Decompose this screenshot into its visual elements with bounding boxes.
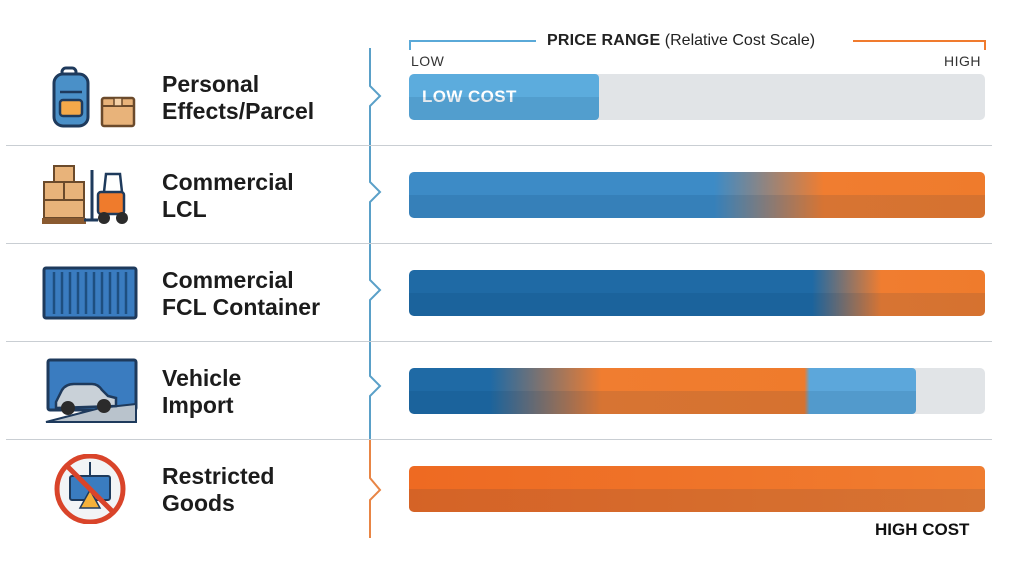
row-divider xyxy=(6,341,992,342)
prohibited-container-icon xyxy=(54,454,126,524)
low-bracket xyxy=(409,40,536,50)
shipping-container-icon xyxy=(42,266,138,320)
row-label-commercial-lcl: Commercial LCL xyxy=(162,169,294,222)
row-divider xyxy=(6,145,992,146)
chart-title-bold: PRICE RANGE xyxy=(547,32,661,49)
row-label-personal-effects: Personal Effects/Parcel xyxy=(162,71,315,124)
row-divider xyxy=(6,439,992,440)
chart-subtitle: (Relative Cost Scale) xyxy=(664,32,816,49)
row-label-restricted-goods: Restricted Goods xyxy=(162,463,275,516)
car-in-container-icon xyxy=(45,358,138,423)
track-commercial-lcl xyxy=(409,172,985,218)
track-restricted-goods xyxy=(409,466,985,512)
bar-commercial-fcl xyxy=(409,270,985,316)
connector-spine xyxy=(369,48,382,470)
bar-commercial-lcl xyxy=(409,172,985,218)
high-cost-label: HIGH COST xyxy=(875,520,970,539)
chart-title: PRICE RANGE (Relative Cost Scale) xyxy=(0,30,1024,52)
low-cost-label: LOW COST xyxy=(422,87,517,106)
row-label-commercial-fcl: Commercial FCL Container xyxy=(162,267,321,320)
row-divider xyxy=(6,243,992,244)
high-bracket xyxy=(853,40,986,50)
track-vehicle-import xyxy=(409,368,985,414)
axis-high-label: HIGH xyxy=(944,53,981,69)
backpack-and-parcel-icon xyxy=(52,66,136,128)
axis-low-label: LOW xyxy=(411,53,445,69)
bar-restricted-goods xyxy=(409,466,985,512)
connector-spine-restricted xyxy=(369,440,382,538)
row-label-vehicle-import: Vehicle Import xyxy=(162,365,242,418)
track-commercial-fcl xyxy=(409,270,985,316)
track-personal-effects: LOW COST xyxy=(409,74,985,120)
bar-personal-effects: LOW COST xyxy=(409,74,600,120)
forklift-with-boxes-icon xyxy=(42,165,128,224)
bar-vehicle-import xyxy=(409,368,916,414)
